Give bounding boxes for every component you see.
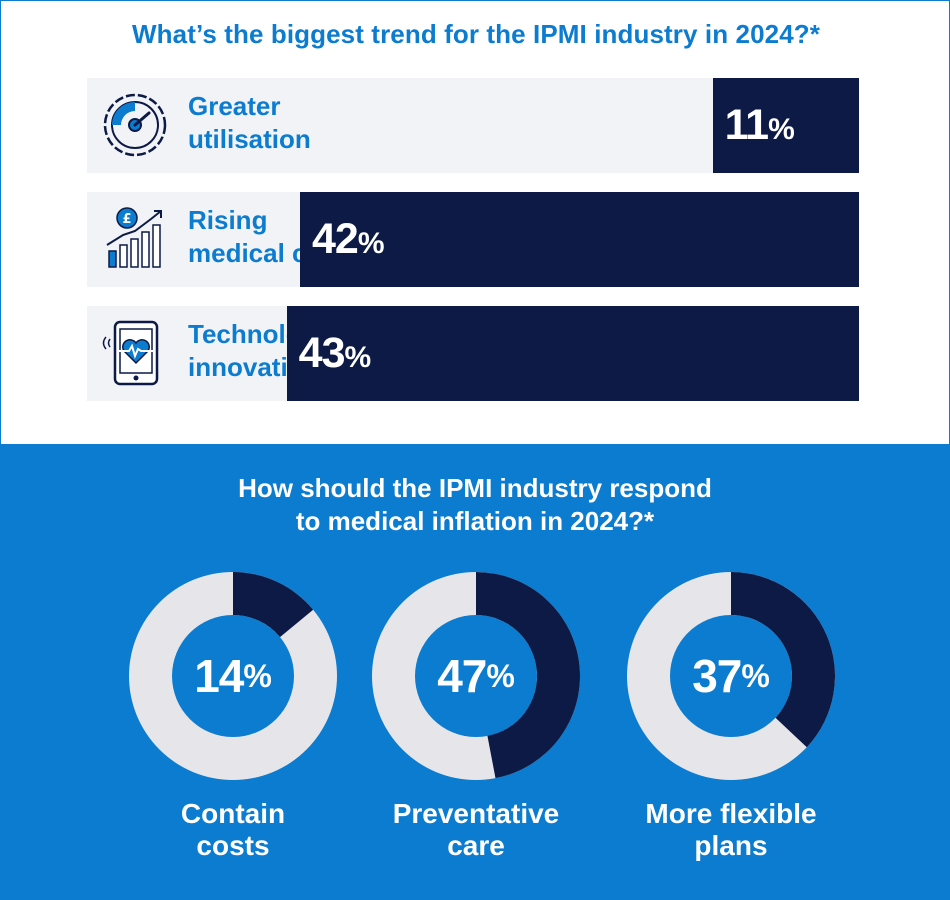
donut-chart-preventative-care: 47%	[372, 572, 580, 780]
bar-fill: 42%	[299, 192, 859, 287]
donut-chart-title: How should the IPMI industry respond to …	[238, 473, 712, 536]
speedometer-icon	[101, 91, 169, 159]
donut-slice	[731, 572, 835, 748]
svg-text:£: £	[122, 212, 131, 227]
bar-label: Greater utilisation	[188, 91, 311, 154]
bottom-panel: How should the IPMI industry respond to …	[0, 444, 950, 900]
bar-chart-title: What’s the biggest trend for the IPMI in…	[132, 19, 820, 49]
bar-value-label: 42%	[311, 215, 385, 263]
donut-value-label: 14%	[194, 650, 272, 702]
top-panel: What’s the biggest trend for the IPMI in…	[0, 0, 950, 444]
tablet-heart-icon	[101, 319, 169, 387]
donut-category-label: More flexible plans	[645, 798, 817, 861]
bar-row-rising-medical-costs: £ Rising medical costs 42%	[87, 192, 859, 287]
donut-slice	[233, 572, 314, 638]
donut-category-label: Preventative care	[392, 798, 560, 861]
donut-chart-contain-costs: 14%	[129, 572, 337, 780]
donut-slice	[476, 572, 580, 779]
donut-chart-more-flexible-plans: 37%	[627, 572, 835, 780]
rising-costs-chart-icon: £	[101, 205, 169, 273]
donut-category-label: Contain costs	[180, 798, 286, 861]
bar-fill: 11%	[712, 78, 859, 173]
bar-value-label: 11%	[724, 101, 795, 149]
bar-value-label: 43%	[298, 329, 372, 377]
bar-row-technology-innovation: Technology innovation 43%	[87, 306, 859, 401]
bar-row-greater-utilisation: Greater utilisation 11%	[87, 78, 859, 173]
donut-value-label: 47%	[437, 650, 515, 702]
bar-fill: 43%	[286, 306, 859, 401]
donut-value-label: 37%	[692, 650, 770, 702]
